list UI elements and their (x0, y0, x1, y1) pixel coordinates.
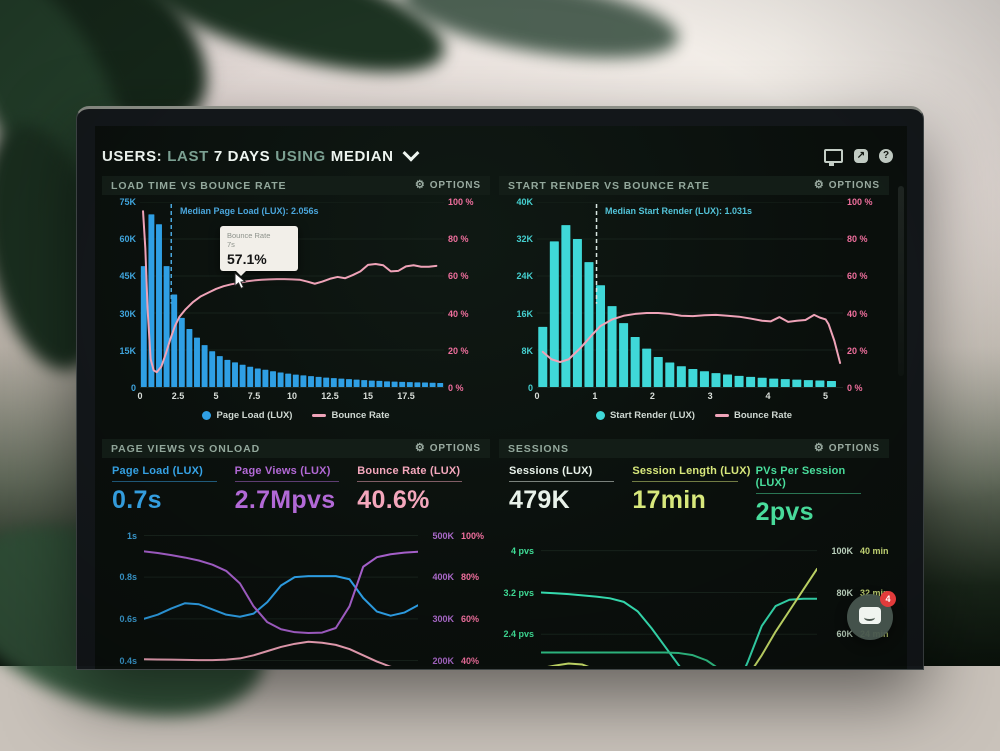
title-days: 7 DAYS (213, 147, 271, 165)
legend-bounce-rate[interactable]: Bounce Rate (714, 410, 792, 421)
metric-underline (755, 493, 861, 494)
display-icon[interactable] (824, 149, 843, 166)
metric-underline (509, 481, 615, 482)
x-axis: 0 1 2 3 4 5 (534, 391, 829, 401)
tooltip-x-value: 7s (227, 240, 235, 250)
monitor: USERS: LAST 7 DAYS USING MEDIAN ↗ ? LOAD… (76, 106, 924, 670)
metric-bounce-rate: Bounce Rate (LUX) 40.6% (357, 465, 462, 514)
tooltip-value: 57.1% (227, 250, 267, 267)
gear-icon: ⚙ (813, 179, 825, 191)
gear-icon: ⚙ (813, 442, 825, 454)
y-axis-left: 75K 60K 45K 30K 15K 0 (119, 197, 136, 393)
y-tick-pair: 200K 40% (432, 655, 480, 666)
y-axis-left: 40K 32K 24K 16K 8K 0 (516, 197, 533, 393)
metrics-row: Page Load (LUX) 0.7s Page Views (LUX) 2.… (102, 458, 490, 515)
panel-load-time: LOAD TIME VS BOUNCE RATE ⚙ OPTIONS Media… (102, 176, 490, 424)
y-tick: 4 pvs (510, 545, 534, 556)
legend-bounce-rate[interactable]: Bounce Rate (312, 410, 390, 421)
options-button[interactable]: ⚙ OPTIONS (813, 179, 880, 192)
y-tick-pair: 500K 100% (432, 530, 485, 541)
panel-page-views: PAGE VIEWS VS ONLOAD ⚙ OPTIONS Page Load… (102, 439, 490, 666)
panel-page-views-header: PAGE VIEWS VS ONLOAD ⚙ OPTIONS (102, 439, 490, 458)
x-axis: 0 2.5 5 7.5 10 12.5 15 17.5 (137, 391, 415, 401)
metric-session-length: Session Length (LUX) 17min (632, 465, 751, 514)
options-button[interactable]: ⚙ OPTIONS (414, 442, 481, 455)
page-views-chart[interactable] (143, 523, 419, 666)
panel-load-time-header: LOAD TIME VS BOUNCE RATE ⚙ OPTIONS (102, 176, 490, 195)
panel-title: START RENDER VS BOUNCE RATE (508, 179, 710, 192)
help-icon[interactable]: ? (879, 149, 893, 163)
metric-pvs-per-session: PVs Per Session (LUX) 2pvs (755, 465, 879, 527)
median-annotation: Median Page Load (LUX): 2.056s (180, 206, 319, 216)
options-button[interactable]: ⚙ OPTIONS (813, 442, 880, 455)
metric-sessions: Sessions (LUX) 479K (509, 465, 632, 527)
y-axis-right: 100 % 80 % 60 % 40 % 20 % 0 % (448, 197, 474, 393)
chevron-down-icon (402, 144, 420, 162)
gear-icon: ⚙ (414, 442, 426, 454)
y-tick: 0.6s (119, 614, 137, 624)
titlebar: USERS: LAST 7 DAYS USING MEDIAN ↗ ? (102, 140, 893, 172)
y-axis-right: 100 % 80 % 60 % 40 % 20 % 0 % (847, 197, 873, 393)
titlebar-icons: ↗ ? (824, 149, 893, 166)
options-button[interactable]: ⚙ OPTIONS (414, 179, 481, 192)
metric-underline (234, 481, 340, 482)
start-render-chart[interactable] (537, 201, 843, 388)
line-swatch (714, 414, 729, 417)
dashboard-title-dropdown[interactable]: USERS: LAST 7 DAYS USING MEDIAN (102, 144, 420, 165)
tooltip-series: Bounce Rate (227, 231, 271, 240)
chat-smile (864, 614, 875, 621)
panel-title: SESSIONS (508, 442, 569, 455)
panel-start-render-header: START RENDER VS BOUNCE RATE ⚙ OPTIONS (499, 176, 889, 195)
metric-page-views: Page Views (LUX) 2.7Mpvs (234, 465, 358, 515)
y-tick: 2.4 pvs (503, 629, 534, 640)
metric-page-load: Page Load (LUX) 0.7s (112, 465, 235, 515)
line-swatch (312, 414, 327, 417)
metrics-row: Sessions (LUX) 479K Session Length (LUX)… (499, 458, 889, 527)
y-tick-pair: 80K 32 min (836, 587, 889, 598)
screen-reflection (898, 186, 904, 376)
legend-page-load[interactable]: Page Load (LUX) (202, 410, 292, 421)
chat-unread-badge: 4 (880, 591, 896, 607)
panel-title: PAGE VIEWS VS ONLOAD (111, 442, 261, 455)
mouse-cursor (234, 272, 247, 290)
panel-sessions: SESSIONS ⚙ OPTIONS Sessions (LUX) 479K S… (499, 439, 889, 666)
y-tick: 0.8s (119, 572, 137, 582)
chat-bubble-icon (859, 607, 881, 624)
load-time-chart[interactable] (140, 201, 444, 388)
bounce-rate-tooltip: Bounce Rate 7s 57.1% (220, 226, 298, 276)
y-tick-pair: 300K 60% (432, 614, 480, 624)
dashboard-screen: USERS: LAST 7 DAYS USING MEDIAN ↗ ? LOAD… (95, 126, 907, 669)
dot-swatch (202, 411, 212, 420)
legend: Start Render (LUX) Bounce Rate (499, 410, 889, 421)
metric-underline (632, 481, 738, 482)
metric-underline (357, 481, 462, 482)
title-using: USING (275, 147, 326, 165)
y-tick: 1s (126, 530, 137, 541)
panel-start-render: START RENDER VS BOUNCE RATE ⚙ OPTIONS Me… (499, 176, 889, 424)
title-median: MEDIAN (330, 147, 394, 165)
title-users: USERS: (102, 147, 163, 165)
y-tick-pair: 400K 80% (432, 572, 480, 582)
gear-icon: ⚙ (414, 179, 426, 191)
dot-swatch (595, 411, 605, 420)
metric-underline (112, 481, 217, 482)
median-annotation: Median Start Render (LUX): 1.031s (605, 206, 753, 216)
share-icon[interactable]: ↗ (854, 149, 868, 163)
y-tick: 0.4s (119, 655, 137, 666)
chat-launcher[interactable]: 4 (847, 591, 896, 640)
y-tick: 3.2 pvs (503, 587, 534, 598)
legend-start-render[interactable]: Start Render (LUX) (595, 410, 695, 421)
title-last: LAST (167, 147, 209, 165)
panel-sessions-header: SESSIONS ⚙ OPTIONS (499, 439, 889, 458)
legend: Page Load (LUX) Bounce Rate (102, 410, 490, 421)
panel-title: LOAD TIME VS BOUNCE RATE (111, 179, 287, 192)
sessions-chart[interactable] (540, 535, 818, 666)
y-tick-pair: 100K 40 min (831, 545, 889, 556)
